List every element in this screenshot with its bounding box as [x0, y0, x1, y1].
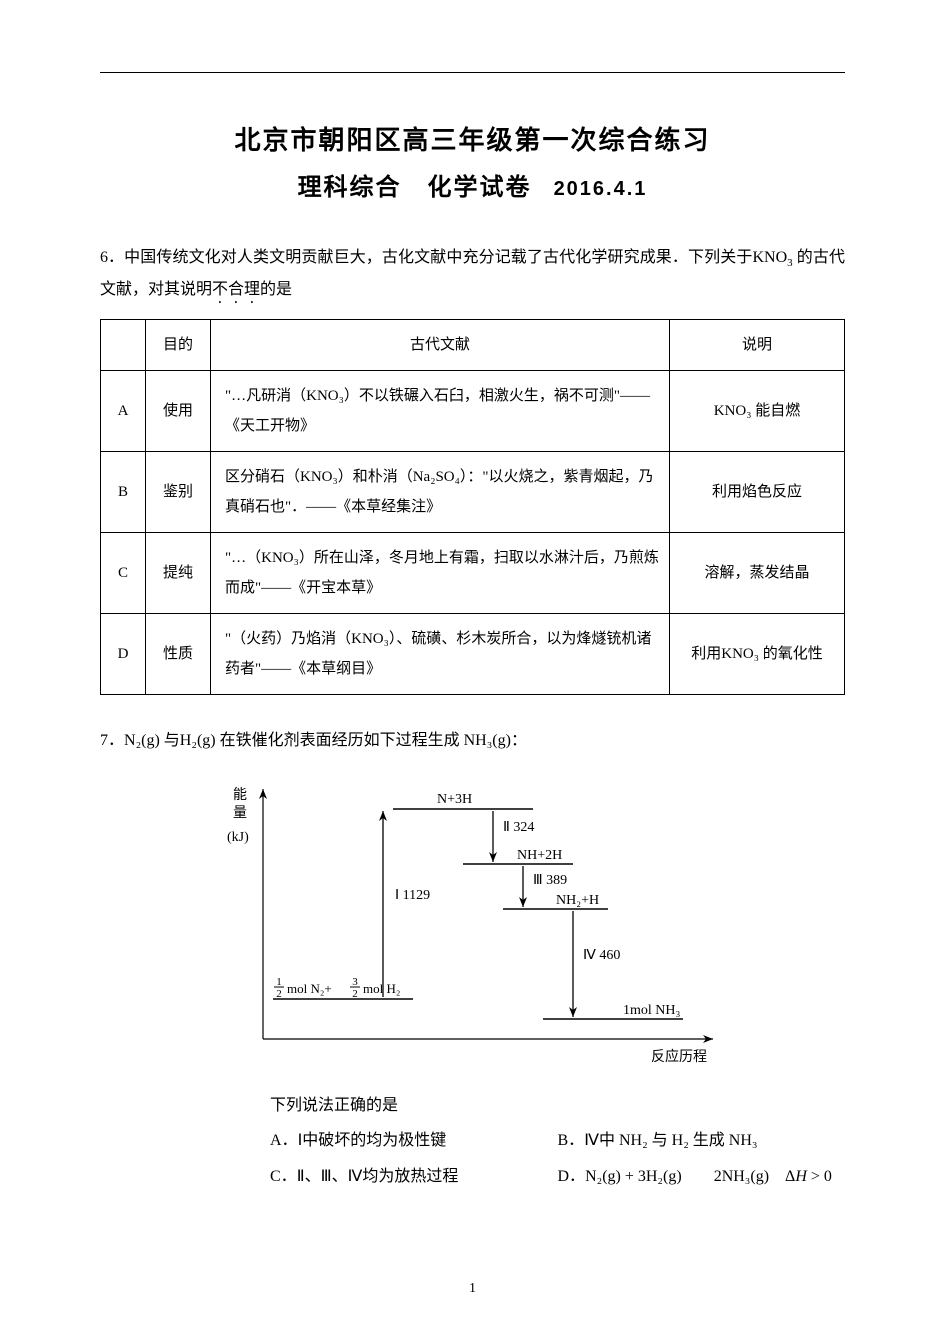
- header-rule: [100, 72, 845, 73]
- q6-stem: 6．中国传统文化对人类文明贡献巨大，古化文献中充分记载了古代化学研究成果．下列关…: [100, 242, 845, 307]
- opt-a-text: Ⅰ中破坏的均为极性键: [298, 1132, 447, 1149]
- opt-d-c: > 0: [807, 1168, 832, 1185]
- lit-cell: "…（KNO₃）所在山泽，冬月地上有霜，扫取以水淋汁后，乃煎炼而成"——《开宝本…: [211, 533, 670, 614]
- opt-cell: B: [101, 452, 146, 533]
- table-row: D 性质 "（火药）乃焰消（KNO₃）、硫磺、杉木炭所合，以为烽燧铳机诸药者"—…: [101, 614, 845, 695]
- opt-row-1: A．Ⅰ中破坏的均为极性键 B．Ⅳ中 NH₂ 与 H₂ 生成 NH₃: [270, 1123, 845, 1158]
- table-row: B 鉴别 区分硝石（KNO₃）和朴消（Na₂SO₄）："以火烧之，紫青烟起，乃真…: [101, 452, 845, 533]
- lit-cell: "…凡研消（KNO₃）不以铁碾入石臼，相激火生，祸不可测"——《天工开物》: [211, 371, 670, 452]
- svg-text:量: 量: [233, 805, 247, 821]
- energy-diagram-svg: 能量(kJ)反应历程N+3HNH+2HNH₂+H1mol NH₃12 mol N…: [213, 769, 733, 1069]
- title-line-1: 北京市朝阳区高三年级第一次综合练习: [100, 120, 845, 157]
- svg-text:1: 1: [276, 976, 282, 988]
- q7-diagram: 能量(kJ)反应历程N+3HNH+2HNH₂+H1mol NH₃12 mol N…: [213, 769, 733, 1074]
- svg-text:Ⅱ 324: Ⅱ 324: [503, 820, 534, 835]
- title-subject: 理科综合 化学试卷: [298, 175, 532, 201]
- q7-prompt: 下列说法正确的是: [100, 1088, 845, 1123]
- q7-number: 7．: [100, 725, 124, 757]
- table-row: A 使用 "…凡研消（KNO₃）不以铁碾入石臼，相激火生，祸不可测"——《天工开…: [101, 371, 845, 452]
- lit-cell: "（火药）乃焰消（KNO₃）、硫磺、杉木炭所合，以为烽燧铳机诸药者"——《本草纲…: [211, 614, 670, 695]
- q6-emph: 不合理: [212, 281, 260, 298]
- opt-d-a: N₂(g) + 3H₂(g): [585, 1168, 682, 1185]
- purpose-cell: 性质: [146, 614, 211, 695]
- opt-d: D．N₂(g) + 3H₂(g) 2NH₃(g) ΔH > 0: [558, 1159, 846, 1194]
- opt-row-2: C．Ⅱ、Ⅲ、Ⅳ均为放热过程 D．N₂(g) + 3H₂(g) 2NH₃(g) Δ…: [270, 1159, 845, 1194]
- col-expl: 说明: [670, 320, 845, 371]
- opt-b: B．Ⅳ中 NH₂ 与 H₂ 生成 NH₃: [558, 1123, 846, 1158]
- page-number: 1: [0, 1281, 945, 1297]
- svg-text:N+3H: N+3H: [437, 792, 472, 807]
- col-blank: [101, 320, 146, 371]
- svg-text:2: 2: [276, 988, 282, 1000]
- table-header-row: 目的 古代文献 说明: [101, 320, 845, 371]
- svg-text:mol H₂: mol H₂: [363, 981, 400, 996]
- expl-cell: 利用KNO₃ 的氧化性: [670, 614, 845, 695]
- svg-text:(kJ): (kJ): [227, 830, 249, 845]
- svg-text:Ⅳ 460: Ⅳ 460: [583, 948, 620, 963]
- q6-text-a: 中国传统文化对人类文明贡献巨大，古化文献中充分记载了古代化学研究成果．下列关于K…: [124, 249, 787, 266]
- svg-text:2: 2: [352, 988, 358, 1000]
- opt-b-text: Ⅳ中 NH₂ 与 H₂ 生成 NH₃: [584, 1132, 757, 1149]
- expl-cell: 利用焰色反应: [670, 452, 845, 533]
- svg-text:反应历程: 反应历程: [651, 1048, 707, 1065]
- opt-cell: C: [101, 533, 146, 614]
- svg-text:能: 能: [233, 787, 247, 803]
- exam-date: 2016.4.1: [554, 178, 648, 200]
- svg-text:3: 3: [352, 976, 358, 988]
- col-lit: 古代文献: [211, 320, 670, 371]
- q7-stem: 7．N₂(g) 与H₂(g) 在铁催化剂表面经历如下过程生成 NH₃(g)：: [100, 725, 845, 757]
- q6-number: 6．: [100, 242, 124, 274]
- svg-text:Ⅲ 389: Ⅲ 389: [533, 873, 567, 888]
- lit-cell: 区分硝石（KNO₃）和朴消（Na₂SO₄）："以火烧之，紫青烟起，乃真硝石也"．…: [211, 452, 670, 533]
- opt-cell: D: [101, 614, 146, 695]
- svg-text:NH₂+H: NH₂+H: [556, 893, 599, 908]
- table-row: C 提纯 "…（KNO₃）所在山泽，冬月地上有霜，扫取以水淋汁后，乃煎炼而成"—…: [101, 533, 845, 614]
- opt-d-b: 2NH₃(g) Δ: [714, 1168, 796, 1185]
- expl-cell: 溶解，蒸发结晶: [670, 533, 845, 614]
- title-block: 北京市朝阳区高三年级第一次综合练习 理科综合 化学试卷 2016.4.1: [100, 120, 845, 202]
- svg-text:1mol NH₃: 1mol NH₃: [623, 1003, 681, 1018]
- opt-c-text: Ⅱ、Ⅲ、Ⅳ均为放热过程: [297, 1168, 459, 1185]
- purpose-cell: 提纯: [146, 533, 211, 614]
- title-line-2: 理科综合 化学试卷 2016.4.1: [100, 167, 845, 202]
- svg-text:mol N₂+: mol N₂+: [287, 981, 332, 996]
- purpose-cell: 鉴别: [146, 452, 211, 533]
- opt-d-H: H: [795, 1168, 807, 1185]
- purpose-cell: 使用: [146, 371, 211, 452]
- q6-table: 目的 古代文献 说明 A 使用 "…凡研消（KNO₃）不以铁碾入石臼，相激火生，…: [100, 319, 845, 695]
- svg-text:NH+2H: NH+2H: [517, 848, 562, 863]
- opt-c: C．Ⅱ、Ⅲ、Ⅳ均为放热过程: [270, 1159, 558, 1194]
- opt-cell: A: [101, 371, 146, 452]
- opt-a: A．Ⅰ中破坏的均为极性键: [270, 1123, 558, 1158]
- col-purpose: 目的: [146, 320, 211, 371]
- svg-text:Ⅰ 1129: Ⅰ 1129: [395, 888, 430, 903]
- q6-text-c: 的是: [260, 281, 292, 298]
- expl-cell: KNO₃ 能自燃: [670, 371, 845, 452]
- q7-options: A．Ⅰ中破坏的均为极性键 B．Ⅳ中 NH₂ 与 H₂ 生成 NH₃ C．Ⅱ、Ⅲ、…: [100, 1123, 845, 1193]
- q7-text: N₂(g) 与H₂(g) 在铁催化剂表面经历如下过程生成 NH₃(g)：: [124, 732, 527, 749]
